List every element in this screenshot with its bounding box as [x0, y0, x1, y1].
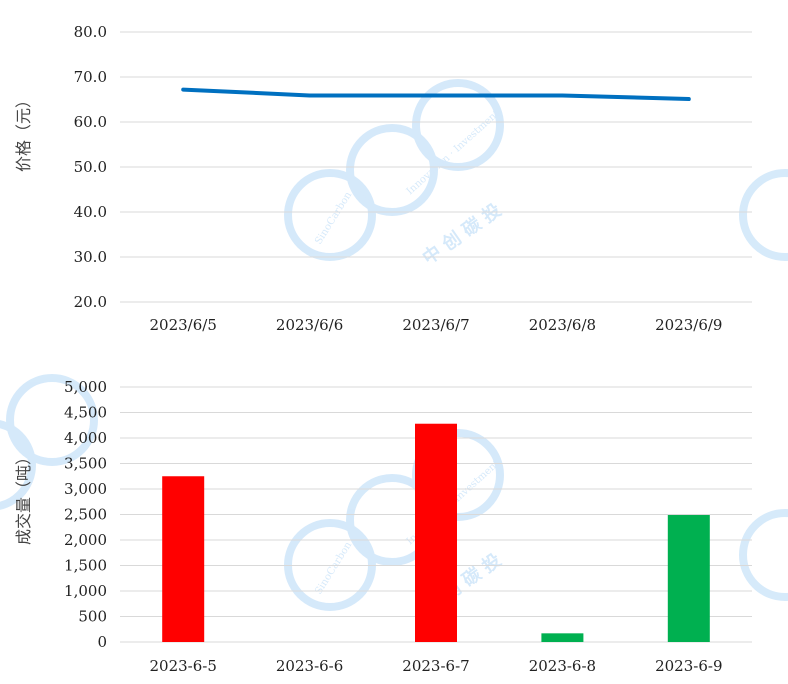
volume-y-tick-label: 1,000 [64, 582, 107, 600]
watermark-brand-text: SinoCarbon [313, 190, 354, 247]
watermark-cn-text: 中 创 碳 投 [418, 199, 505, 269]
price-y-axis-label: 价格（元） [14, 92, 33, 172]
volume-y-tick-label: 500 [78, 608, 107, 626]
volume-y-tick-label: 1,500 [64, 557, 107, 575]
volume-x-tick-label: 2023-6-5 [149, 657, 216, 675]
volume-y-axis-label: 成交量（吨） [14, 449, 33, 545]
volume-x-tick-label: 2023-6-8 [529, 657, 596, 675]
volume-y-tick-label: 3,000 [64, 480, 107, 498]
volume-bar [162, 476, 205, 642]
volume-y-tick-label: 4,000 [64, 429, 107, 447]
volume-bar [415, 423, 457, 642]
volume-x-tick-label: 2023-6-6 [276, 657, 343, 675]
watermark-ring [739, 169, 788, 261]
watermark-ring [0, 420, 36, 510]
price-line-chart: 20.030.040.050.060.070.080.0 2023/6/5 202… [14, 23, 752, 334]
watermark-ring [739, 509, 788, 601]
watermark-brand-text: SinoCarbon [313, 540, 354, 597]
price-y-tick-label: 80.0 [74, 23, 107, 41]
price-x-tick-label: 2023/6/5 [150, 316, 217, 334]
volume-bar [541, 633, 584, 642]
volume-x-tick-label: 2023-6-7 [402, 657, 469, 675]
volume-y-axis-ticks: 0 500 1,000 1,500 2,000 2,500 3,000 3,500 4,000 4… [64, 378, 107, 651]
watermark-logo [739, 509, 788, 601]
price-x-axis-ticks: 2023/6/5 2023/6/6 2023/6/7 2023/6/8 2023/6/9 [150, 316, 723, 334]
volume-bars [162, 423, 710, 642]
volume-y-tick-label: 3,500 [64, 455, 107, 473]
price-x-tick-label: 2023/6/7 [402, 316, 469, 334]
price-y-tick-label: 60.0 [74, 113, 107, 131]
price-gridlines [120, 31, 752, 303]
price-y-tick-label: 40.0 [74, 203, 107, 221]
price-series-line [181, 87, 691, 102]
price-x-tick-label: 2023/6/9 [655, 316, 722, 334]
price-y-tick-label: 50.0 [74, 158, 107, 176]
watermark-ring [6, 374, 98, 466]
volume-bar-chart: 0 500 1,000 1,500 2,000 2,500 3,000 3,500 4,000 4… [14, 378, 752, 675]
volume-x-axis-ticks: 2023-6-5 2023-6-6 2023-6-7 2023-6-8 2023-6-9 [149, 657, 722, 675]
watermark-logo [739, 169, 788, 261]
volume-y-tick-label: 4,500 [64, 404, 107, 422]
volume-y-tick-label: 2,000 [64, 531, 107, 549]
volume-y-tick-label: 0 [97, 633, 107, 651]
price-y-tick-label: 30.0 [74, 248, 107, 266]
price-x-tick-label: 2023/6/8 [529, 316, 596, 334]
volume-y-tick-label: 5,000 [64, 378, 107, 396]
watermark-logo [0, 374, 98, 510]
volume-x-tick-label: 2023-6-9 [655, 657, 722, 675]
price-y-tick-label: 20.0 [74, 293, 107, 311]
volume-bar [667, 515, 710, 642]
price-x-tick-label: 2023/6/6 [276, 316, 343, 334]
volume-y-tick-label: 2,500 [64, 506, 107, 524]
price-y-tick-label: 70.0 [74, 68, 107, 86]
price-y-axis-ticks: 20.0 30.0 40.0 50.0 60.0 70.0 80.0 [74, 23, 107, 311]
